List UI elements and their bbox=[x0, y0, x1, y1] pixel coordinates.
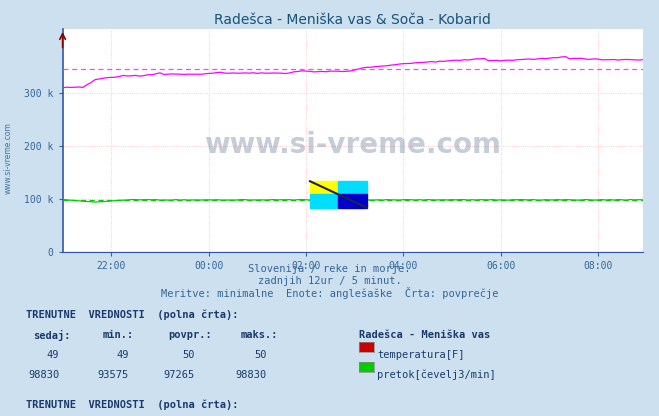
Text: TRENUTNE  VREDNOSTI  (polna črta):: TRENUTNE VREDNOSTI (polna črta): bbox=[26, 400, 239, 410]
Text: min.:: min.: bbox=[102, 330, 133, 340]
Text: TRENUTNE  VREDNOSTI  (polna črta):: TRENUTNE VREDNOSTI (polna črta): bbox=[26, 310, 239, 320]
Text: 98830: 98830 bbox=[28, 370, 59, 380]
Text: 49: 49 bbox=[47, 350, 59, 360]
Bar bbox=[310, 194, 338, 208]
Text: 50: 50 bbox=[182, 350, 194, 360]
Text: 50: 50 bbox=[254, 350, 267, 360]
Text: www.si-vreme.com: www.si-vreme.com bbox=[4, 122, 13, 194]
Text: maks.:: maks.: bbox=[241, 330, 278, 340]
Text: temperatura[F]: temperatura[F] bbox=[377, 350, 465, 360]
Text: Radešca - Meniška vas: Radešca - Meniška vas bbox=[359, 330, 490, 340]
Text: povpr.:: povpr.: bbox=[168, 330, 212, 340]
Bar bbox=[338, 194, 367, 208]
Text: zadnjih 12ur / 5 minut.: zadnjih 12ur / 5 minut. bbox=[258, 276, 401, 286]
Bar bbox=[310, 181, 338, 194]
Text: Slovenija / reke in morje.: Slovenija / reke in morje. bbox=[248, 264, 411, 274]
Text: sedaj:: sedaj: bbox=[33, 330, 71, 341]
Title: Radešca - Meniška vas & Soča - Kobarid: Radešca - Meniška vas & Soča - Kobarid bbox=[214, 12, 491, 27]
Text: pretok[čevelj3/min]: pretok[čevelj3/min] bbox=[377, 370, 496, 380]
Text: 98830: 98830 bbox=[236, 370, 267, 380]
Text: 93575: 93575 bbox=[98, 370, 129, 380]
Bar bbox=[338, 181, 367, 194]
Text: 97265: 97265 bbox=[163, 370, 194, 380]
Text: www.si-vreme.com: www.si-vreme.com bbox=[204, 131, 501, 159]
Text: 49: 49 bbox=[116, 350, 129, 360]
Text: Meritve: minimalne  Enote: anglešaške  Črta: povprečje: Meritve: minimalne Enote: anglešaške Črt… bbox=[161, 287, 498, 300]
